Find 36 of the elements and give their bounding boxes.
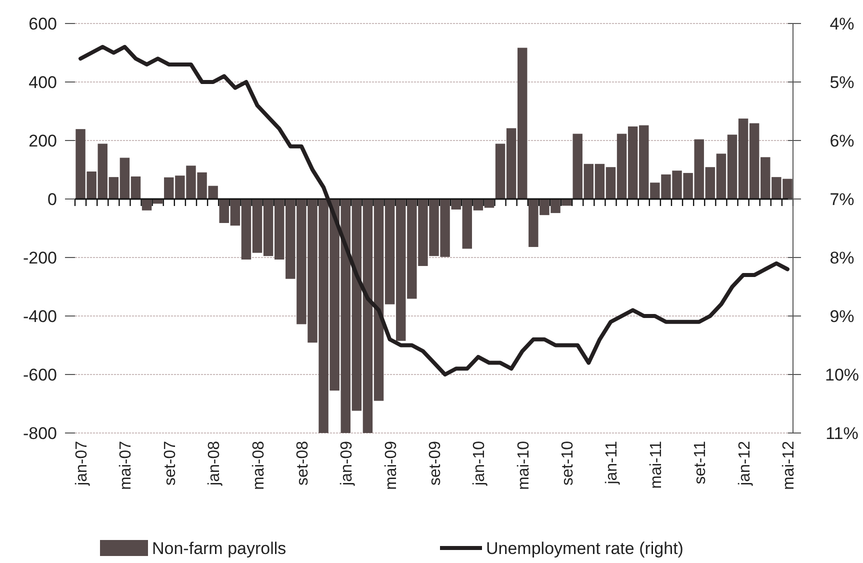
x-tick-label: mai-12 [780,440,798,490]
legend-label: Non-farm payrolls [152,539,286,558]
y-tick-label: -800 [22,424,57,443]
legend-label: Unemployment rate (right) [486,539,684,558]
y2-tick-label: 11% [826,424,858,443]
y-tick-label: 0 [48,190,57,209]
x-tick-label: mai-08 [250,440,268,490]
x-tick-label: jan-09 [338,440,356,486]
y2-tick-label: 4% [830,14,854,34]
x-tick-label: jan-11 [604,440,621,486]
y-tick-label: -200 [22,248,57,268]
y2-tick-label: 7% [830,190,854,209]
x-tick-label: set-08 [294,440,312,486]
x-tick-label: set-11 [692,440,710,484]
x-tick-label: jan-08 [206,440,224,486]
y-tick-label: 600 [28,14,57,34]
x-tick-label: set-10 [560,440,577,486]
x-tick-label: mai-09 [382,440,400,490]
y2-tick-label: 8% [830,248,854,268]
x-tick-label: mai-07 [118,440,135,490]
y2-tick-label: 10% [824,365,860,384]
y2-tick-label: 9% [830,306,854,326]
y-tick-label: -400 [22,306,57,326]
x-tick-label: jan-07 [74,440,91,486]
line-series [78,44,790,376]
y-tick-label: -600 [22,365,57,384]
x-tick-label: jan-12 [736,440,754,486]
x-tick-label: set-09 [427,440,444,486]
y-tick-label: 400 [28,72,57,92]
x-tick-label: jan-10 [471,440,488,486]
y-tick-label: 200 [28,131,57,150]
x-tick-label: mai-11 [648,440,665,489]
x-tick-label: mai-10 [515,440,532,490]
x-tick-label: set-07 [162,440,179,486]
y2-tick-label: 6% [830,131,854,150]
y2-tick-label: 5% [830,72,854,92]
